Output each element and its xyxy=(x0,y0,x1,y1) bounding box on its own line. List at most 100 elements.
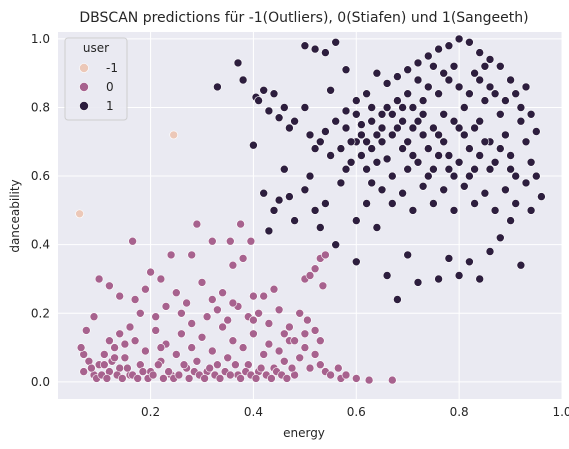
data-point-user-0 xyxy=(249,329,258,339)
data-point-user-1 xyxy=(351,110,361,119)
data-point-user-0 xyxy=(156,274,166,284)
data-point-user-0 xyxy=(228,260,238,270)
data-point-user-1 xyxy=(357,130,366,140)
data-point-user-1 xyxy=(480,96,490,105)
data-point-user-1 xyxy=(372,130,382,140)
data-point-user-1 xyxy=(321,199,330,208)
data-point-user-1 xyxy=(429,164,438,174)
data-point-user-0 xyxy=(154,360,163,370)
data-point-user-0 xyxy=(177,308,186,318)
data-point-user-1 xyxy=(259,86,269,95)
data-point-user-1 xyxy=(470,123,479,133)
data-point-user-1 xyxy=(449,116,459,126)
data-point-user-0 xyxy=(161,302,171,311)
data-point-user-1 xyxy=(429,123,438,133)
data-point-user-1 xyxy=(434,130,443,140)
data-point-user-1 xyxy=(382,103,392,112)
data-point-user-0 xyxy=(120,353,130,363)
data-point-user-0 xyxy=(387,375,397,385)
data-point-user-0 xyxy=(87,363,96,373)
data-point-user-0 xyxy=(102,374,112,383)
data-point-user-1 xyxy=(393,72,402,81)
data-point-user-1 xyxy=(331,240,341,249)
data-point-user-1 xyxy=(485,55,495,64)
data-point-user-0 xyxy=(125,322,135,332)
data-point-user-0 xyxy=(130,336,140,346)
data-point-user-1 xyxy=(377,123,387,133)
data-point-user-1 xyxy=(485,82,495,92)
data-point-user-1 xyxy=(454,34,464,44)
data-point-user-1 xyxy=(300,103,310,112)
data-point-user-1 xyxy=(459,103,469,112)
data-point-user-0 xyxy=(274,305,284,315)
data-point-user-0 xyxy=(285,322,294,332)
data-point-user-0 xyxy=(295,308,305,318)
data-point-user-1 xyxy=(439,137,449,147)
data-point-user-0 xyxy=(256,363,266,373)
data-point-user-1 xyxy=(367,144,377,153)
data-point-user-0 xyxy=(100,350,109,359)
data-point-user-0 xyxy=(223,315,232,325)
data-point-user-1 xyxy=(418,182,428,191)
data-point-user-1 xyxy=(341,65,351,74)
data-point-user-1 xyxy=(274,195,284,205)
data-point-user-1 xyxy=(336,178,346,188)
data-point-user-1 xyxy=(351,216,361,225)
data-point-user-1 xyxy=(526,110,536,119)
data-point-user-1 xyxy=(418,130,428,140)
data-point-user-1 xyxy=(537,192,546,201)
data-point-user-1 xyxy=(413,278,423,287)
data-point-user-1 xyxy=(429,199,438,208)
data-point-user-1 xyxy=(367,178,377,188)
data-point-user-0 xyxy=(300,329,310,339)
data-point-user-0 xyxy=(148,370,158,380)
data-point-user-1 xyxy=(516,116,526,126)
data-point-user-1 xyxy=(506,151,515,160)
data-point-user-0 xyxy=(120,339,130,349)
data-point-user-1 xyxy=(362,89,371,98)
y-axis-label: danceability xyxy=(8,179,22,252)
data-point-user-1 xyxy=(444,75,454,85)
data-point-user-0 xyxy=(228,298,238,308)
data-point-user-1 xyxy=(465,171,474,181)
data-point-user-0 xyxy=(231,360,240,370)
data-point-user-0 xyxy=(274,346,284,356)
data-point-user-1 xyxy=(393,96,402,105)
data-point-user-1 xyxy=(454,158,464,167)
data-point-user-0 xyxy=(254,308,263,318)
data-point-user-1 xyxy=(382,154,392,164)
data-point-user-1 xyxy=(377,137,387,147)
data-point-user-1 xyxy=(362,137,371,147)
data-point-user-0 xyxy=(174,370,184,380)
data-point-user-1 xyxy=(269,206,279,215)
data-point-user-0 xyxy=(151,312,160,322)
data-point-user-0 xyxy=(79,367,88,376)
data-point-user-0 xyxy=(205,363,214,373)
data-point-user-1 xyxy=(521,82,531,92)
data-point-user-1 xyxy=(429,62,438,71)
data-point-user-0 xyxy=(341,370,351,380)
data-point-user-1 xyxy=(408,123,418,133)
data-point-user-0 xyxy=(287,363,297,373)
data-point-user-1 xyxy=(238,75,248,85)
data-point-user-0 xyxy=(236,374,245,383)
data-point-user-1 xyxy=(418,96,428,105)
data-point-user-0 xyxy=(136,308,145,318)
data-point-user-0 xyxy=(118,374,127,383)
data-point-user-0 xyxy=(128,236,137,246)
data-point-user-1 xyxy=(526,206,536,215)
data-point-user-1 xyxy=(279,103,289,112)
data-point-user-1 xyxy=(470,164,479,174)
data-point-user-1 xyxy=(413,75,423,85)
data-point-user-1 xyxy=(444,151,454,160)
data-point-user-0 xyxy=(218,322,227,332)
x-tick-label: 0.2 xyxy=(141,405,160,419)
data-point-user-0 xyxy=(310,326,320,335)
data-point-user-0 xyxy=(115,329,124,339)
data-point-user-1 xyxy=(372,223,382,232)
y-tick-label: 0.2 xyxy=(31,306,50,320)
data-point-user-0 xyxy=(249,291,258,301)
data-point-user-0 xyxy=(351,374,361,383)
data-point-user-1 xyxy=(470,68,479,78)
data-point-user-1 xyxy=(475,75,485,85)
